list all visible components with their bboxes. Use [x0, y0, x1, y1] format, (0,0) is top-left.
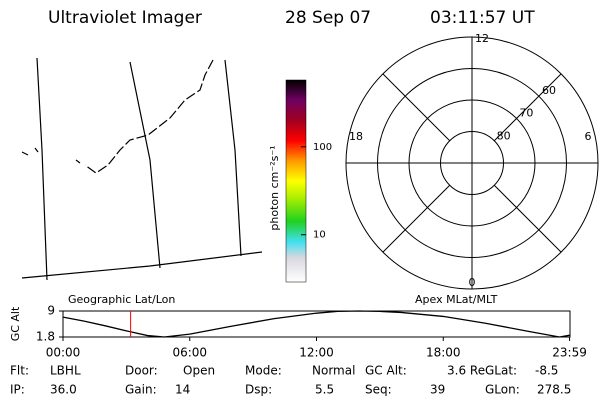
- footer-value: Normal: [312, 364, 355, 378]
- footer-label: IP:: [10, 383, 25, 397]
- footer-label: GLat:: [485, 364, 517, 378]
- footer-value: Open: [183, 364, 215, 378]
- x-tick-label: 06:00: [172, 346, 207, 360]
- footer-label: Mode:: [245, 364, 282, 378]
- x-tick-label: 12:00: [299, 346, 334, 360]
- geo-map: [21, 57, 263, 281]
- x-tick-label: 00:00: [46, 346, 81, 360]
- time: 03:11:57 UT: [430, 8, 535, 28]
- footer-value: 36.0: [50, 383, 77, 397]
- footer-label: GLon:: [485, 383, 520, 397]
- footer-label: Door:: [125, 364, 158, 378]
- footer-value: 5.5: [315, 383, 334, 397]
- colorbar-tick-label: 100: [313, 142, 332, 153]
- footer-label: GC Alt:: [365, 364, 407, 378]
- colorbar-tick-label: 10: [313, 230, 326, 241]
- footer-value: 39: [430, 383, 445, 397]
- mlt-label: 6: [585, 130, 592, 143]
- x-tick-label: 18:00: [426, 346, 461, 360]
- gc-alt-line: [62, 310, 571, 338]
- footer-value: 14: [175, 383, 190, 397]
- right-label: Apex MLat/MLT: [415, 293, 498, 306]
- title: Ultraviolet Imager: [48, 8, 202, 28]
- polar-ring-label: 70: [519, 107, 533, 120]
- footer-value: 278.5: [537, 383, 571, 397]
- colorbar-label: photon cm⁻²s⁻¹: [268, 145, 281, 230]
- footer-value: LBHL: [50, 364, 81, 378]
- date: 28 Sep 07: [285, 8, 371, 28]
- y-axis-label: GC Alt: [9, 306, 22, 341]
- left-label: Geographic Lat/Lon: [68, 293, 175, 306]
- y-tick-label: 9: [47, 304, 55, 318]
- footer-label: Flt:: [10, 364, 29, 378]
- mlt-label: 12: [475, 32, 489, 45]
- mlt-label: 0: [469, 276, 476, 289]
- footer-label: Gain:: [125, 383, 157, 397]
- footer-label: Dsp:: [245, 383, 272, 397]
- x-tick-label: 23:59: [552, 346, 587, 360]
- y-tick-label: 1.8: [36, 330, 55, 344]
- polar-diagonal: [382, 184, 451, 253]
- footer-value: 3.6 Re: [447, 364, 485, 378]
- footer-label: Seq:: [365, 383, 392, 397]
- polar-diagonal: [493, 73, 562, 142]
- polar-ring-label: 60: [542, 84, 556, 97]
- mlt-label: 18: [349, 130, 363, 143]
- colorbar: [285, 79, 307, 283]
- polar-diagonal: [382, 73, 451, 142]
- polar-ring-label: 80: [497, 129, 511, 142]
- polar-plot: [345, 36, 599, 290]
- footer-value: -8.5: [535, 364, 558, 378]
- polar-diagonal: [493, 184, 562, 253]
